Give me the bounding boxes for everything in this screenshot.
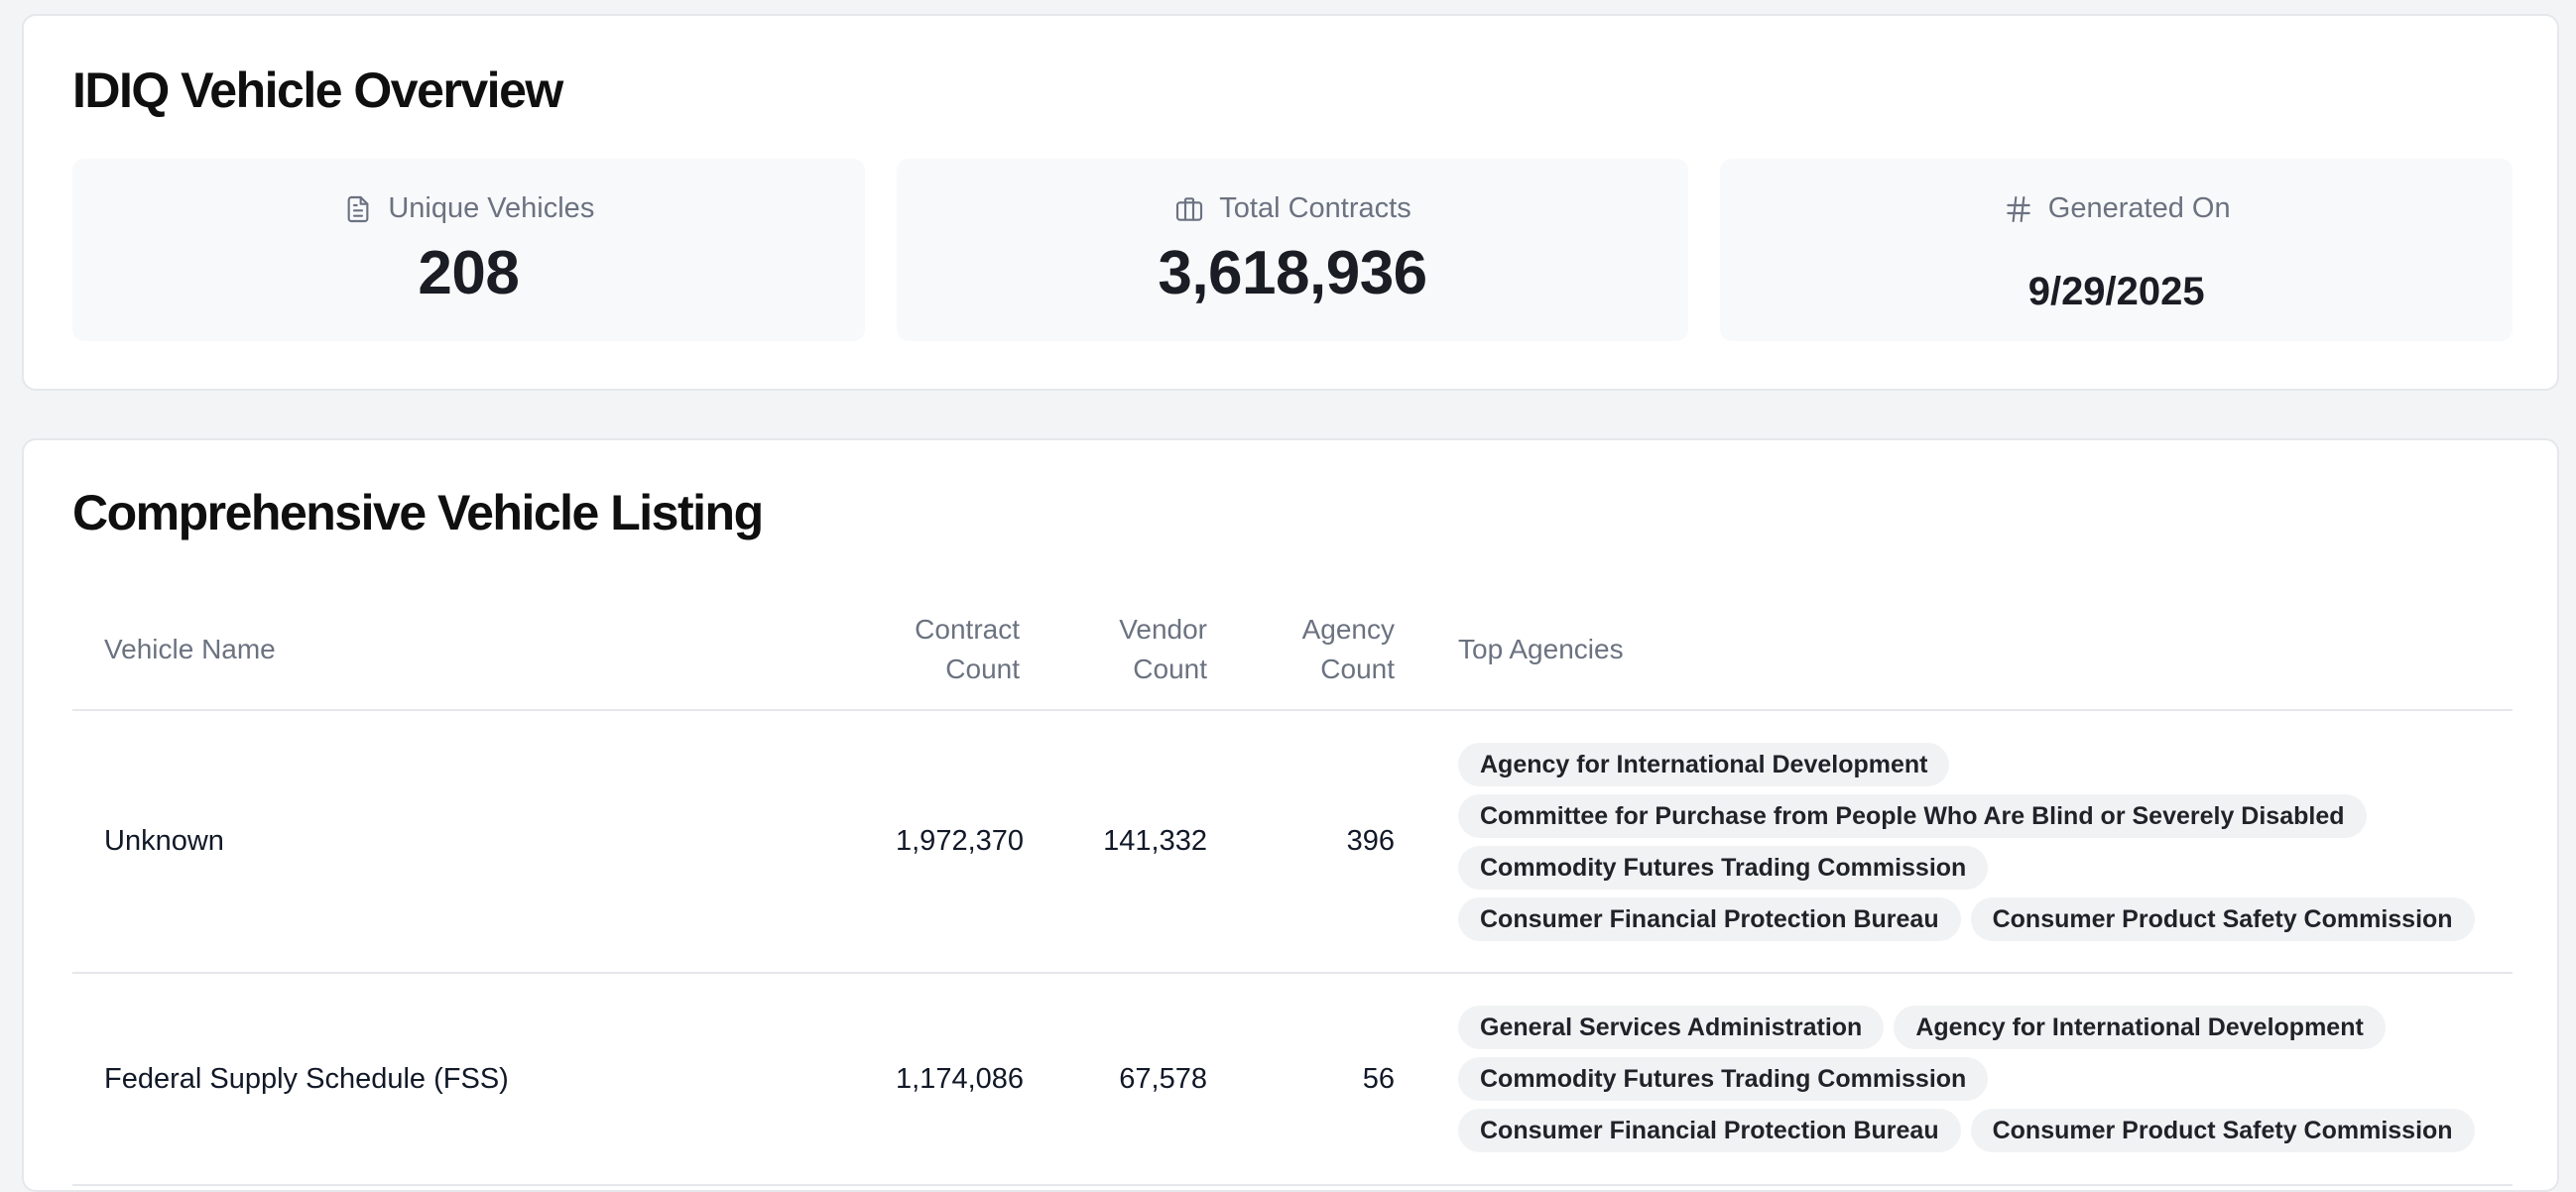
agency-tag: Consumer Financial Protection Bureau [1458,896,1961,941]
agency-tag: Consumer Product Safety Commission [1970,1109,2475,1152]
header-line: Agency [1301,613,1395,645]
column-header-vendor-count[interactable]: Vendor Count [1051,589,1239,711]
table-header-row: Vehicle Name Contract Count Vendor Count… [72,589,2513,711]
agency-tag-list: Agency for International Development Com… [1458,742,2500,941]
header-line: Count [1320,653,1395,684]
stat-label: Unique Vehicles [388,192,595,224]
stats-row: Unique Vehicles 208 Total Contracts 3,61… [72,159,2514,341]
stat-label: Generated On [2047,192,2231,224]
stat-label: Total Contracts [1219,192,1411,224]
column-header-vehicle-name[interactable]: Vehicle Name [72,589,864,711]
agency-tag: Consumer Financial Protection Bureau [1458,1109,1961,1152]
agency-tag: General Services Administration [1458,1006,1885,1049]
agency-tag: Agency for International Development [1458,742,1950,786]
contract-count-cell: 1,174,086 [864,973,1051,1186]
agency-count-cell: 56 [1239,973,1426,1186]
table-row[interactable]: Unknown 1,972,370 141,332 396 Agency for… [72,710,2513,974]
stat-value: 9/29/2025 [2027,270,2205,313]
header-line: Vendor [1119,613,1207,645]
contract-count-cell: 1,972,370 [864,710,1051,974]
header-line: Count [1133,653,1207,684]
top-agencies-cell: Agency for International Development Com… [1426,710,2513,974]
agency-tag: Agency for International Development [1894,1006,2386,1049]
listing-title: Comprehensive Vehicle Listing [72,485,764,540]
agency-tag-list: General Services Administration Agency f… [1458,1006,2500,1152]
stat-unique-vehicles: Unique Vehicles 208 [72,159,865,341]
document-icon [347,195,369,222]
overview-title: IDIQ Vehicle Overview [72,62,563,118]
briefcase-icon [1176,196,1203,221]
hash-icon [2007,195,2030,222]
agency-tag: Commodity Futures Trading Commission [1458,1057,1989,1101]
vehicle-table: Vehicle Name Contract Count Vendor Count… [72,589,2513,1186]
agency-count-cell: 396 [1239,710,1426,974]
stat-value: 208 [418,239,520,307]
agency-tag: Commodity Futures Trading Commission [1458,845,1989,890]
vehicle-name-cell: Unknown [72,710,864,974]
vendor-count-cell: 67,578 [1051,973,1239,1186]
agency-tag: Committee for Purchase from People Who A… [1458,793,2367,838]
column-header-contract-count[interactable]: Contract Count [864,589,1051,711]
vehicle-listing-card: Comprehensive Vehicle Listing Vehicle Na… [22,438,2559,1192]
table-row[interactable]: Federal Supply Schedule (FSS) 1,174,086 … [72,973,2513,1186]
top-agencies-cell: General Services Administration Agency f… [1426,973,2513,1186]
stat-value: 3,618,936 [1158,239,1427,307]
column-header-top-agencies: Top Agencies [1426,589,2513,711]
overview-card: IDIQ Vehicle Overview Unique Vehicles 20… [22,14,2559,391]
header-line: Count [945,653,1020,684]
header-line: Contract [915,613,1020,645]
stat-generated-on: Generated On 9/29/2025 [1720,159,2514,341]
stat-total-contracts: Total Contracts 3,618,936 [896,159,1689,341]
column-header-agency-count[interactable]: Agency Count [1239,589,1426,711]
agency-tag: Consumer Product Safety Commission [1970,896,2475,941]
vendor-count-cell: 141,332 [1051,710,1239,974]
vehicle-name-cell: Federal Supply Schedule (FSS) [72,973,864,1186]
